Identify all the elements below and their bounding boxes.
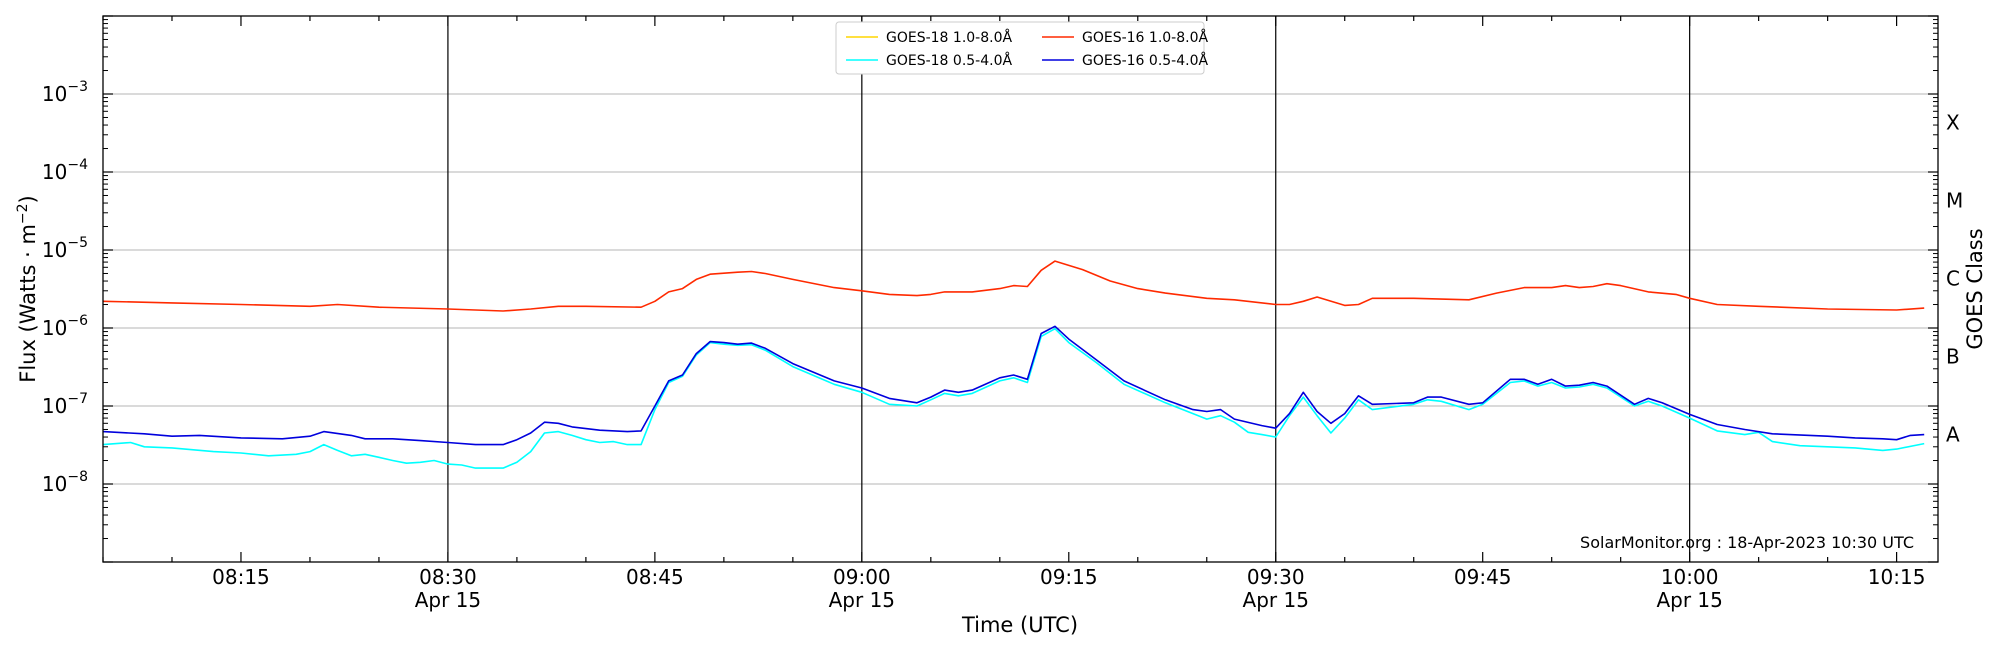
series-lines <box>102 260 1925 469</box>
goes-class-label: A <box>1946 423 1960 447</box>
legend-box <box>835 21 1205 75</box>
x-tick-date-label: Apr 15 <box>415 588 481 612</box>
y-tick-base: 10 <box>42 160 67 184</box>
x-tick-label: 09:15 <box>1040 565 1098 589</box>
y-axis-ticks: 10−810−710−610−510−410−3 <box>42 15 1938 563</box>
x-tick-date-label: Apr 15 <box>1243 588 1309 612</box>
x-tick-label: 09:30 <box>1247 565 1305 589</box>
x-axis-label: Time (UTC) <box>961 613 1078 637</box>
y2-axis-label: GOES Class <box>1963 228 1987 349</box>
y-axis-label-exp: −2 <box>15 203 31 224</box>
legend-label: GOES-16 1.0-8.0Å <box>1082 29 1208 46</box>
y-tick-exponent: −5 <box>67 235 88 251</box>
day-marker-lines <box>447 16 1691 562</box>
credit-text: SolarMonitor.org : 18-Apr-2023 10:30 UTC <box>1580 533 1914 552</box>
legend: GOES-18 1.0-8.0Å GOES-16 1.0-8.0Å GOES-18 … <box>835 21 1208 75</box>
y-tick-base: 10 <box>42 82 67 106</box>
y-tick-base: 10 <box>42 394 67 418</box>
y-tick-label: 10−7 <box>42 391 88 418</box>
y-tick-exponent: −6 <box>67 313 88 329</box>
y-tick-label: 10−3 <box>42 79 88 106</box>
y-tick-label: 10−4 <box>42 157 88 184</box>
series-line <box>102 327 1925 469</box>
series-line <box>102 325 1925 446</box>
legend-label: GOES-18 0.5-4.0Å <box>886 52 1012 69</box>
y-tick-label: 10−6 <box>42 313 88 340</box>
y-axis-label-close: ) <box>16 195 40 203</box>
y-tick-label: 10−8 <box>42 469 88 496</box>
legend-label: GOES-16 0.5-4.0Å <box>1082 52 1208 69</box>
y-tick-exponent: −7 <box>67 391 88 407</box>
y-axis-label: Flux (Watts · m−2) <box>15 195 40 383</box>
goes-class-labels: A B C M X <box>1946 111 1963 447</box>
x-tick-label: 09:00 <box>833 565 891 589</box>
x-tick-label: 08:45 <box>626 565 684 589</box>
y-tick-label: 10−5 <box>42 235 88 262</box>
y-tick-exponent: −8 <box>67 469 88 485</box>
goes-class-label: X <box>1946 111 1960 135</box>
y-axis-label-main: Flux (Watts · m <box>16 224 40 383</box>
y-tick-base: 10 <box>42 238 67 262</box>
plot-frame <box>102 15 1939 563</box>
x-tick-label: 08:15 <box>212 565 270 589</box>
x-tick-date-label: Apr 15 <box>829 588 895 612</box>
x-tick-label: 10:00 <box>1661 565 1719 589</box>
goes-class-label: B <box>1946 345 1960 369</box>
goes-class-label: M <box>1946 189 1963 213</box>
y-tick-base: 10 <box>42 316 67 340</box>
x-tick-label: 10:15 <box>1868 565 1926 589</box>
goes-class-label: C <box>1946 267 1960 291</box>
x-tick-label: 09:45 <box>1454 565 1512 589</box>
grid-lines <box>103 93 1938 485</box>
x-tick-label: 08:30 <box>419 565 477 589</box>
y-tick-exponent: −4 <box>67 157 88 173</box>
legend-label: GOES-18 1.0-8.0Å <box>886 29 1012 46</box>
y-tick-exponent: −3 <box>67 79 88 95</box>
x-tick-date-label: Apr 15 <box>1656 588 1722 612</box>
series-line <box>102 260 1925 312</box>
y-tick-base: 10 <box>42 472 67 496</box>
